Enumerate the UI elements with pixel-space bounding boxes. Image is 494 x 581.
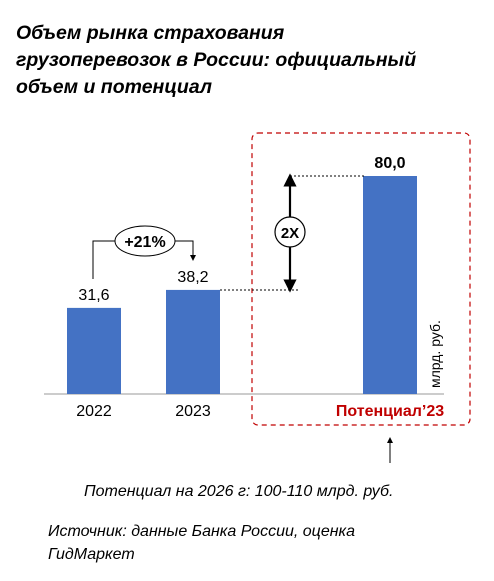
title-line-1: Объем рынка страхования — [16, 22, 285, 44]
value-label-2023: 38,2 — [177, 269, 208, 286]
category-label-2022: 2022 — [76, 403, 112, 420]
growth-badge-label: +21% — [124, 234, 165, 251]
forecast-note: Потенциал на 2026 г: 100-110 млрд. руб. — [84, 483, 394, 500]
chart-canvas: 31,6 38,2 80,0 2022 2023 Потенциал’23 +2… — [44, 132, 471, 463]
category-label-potential-23: Потенциал’23 — [336, 403, 444, 420]
growth-connector-line — [92, 240, 116, 279]
bar-potential-23 — [363, 176, 417, 394]
growth-arrow — [175, 240, 196, 261]
title-line-2: грузоперевозок в России: официальный — [16, 49, 417, 71]
chart-title: Объем рынка страхования грузоперевозок в… — [16, 20, 486, 101]
value-label-2022: 31,6 — [78, 287, 109, 304]
title-line-3: объем и потенциал — [16, 76, 213, 98]
value-label-potential-23: 80,0 — [374, 155, 405, 172]
growth-badge — [114, 225, 176, 257]
potential-highlight-frame — [251, 132, 471, 426]
bar-2022 — [67, 307, 121, 394]
unit-label: млрд. руб. — [427, 320, 443, 388]
source-line-1: Источник: данные Банка России, оценка — [48, 523, 355, 540]
category-label-2023: 2023 — [175, 403, 211, 420]
bar-2023 — [166, 289, 220, 394]
source-note: Источник: данные Банка России, оценка Ги… — [48, 520, 355, 566]
source-line-2: ГидМаркет — [48, 546, 135, 563]
multiplier-badge-label: 2X — [281, 225, 299, 242]
multiplier-badge — [274, 216, 306, 248]
